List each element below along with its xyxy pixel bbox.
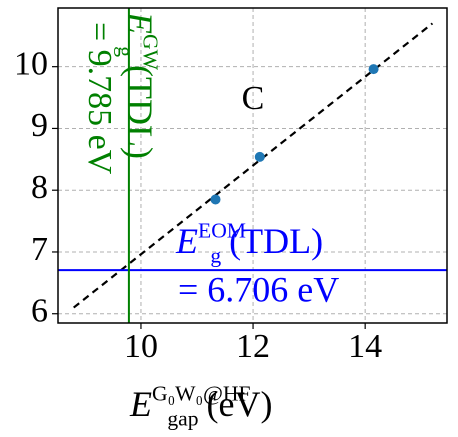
label-sub: gap (167, 407, 198, 431)
y-tick-label: 6 (31, 293, 48, 330)
label-main: E (120, 11, 160, 34)
y-tick-label: 7 (31, 231, 48, 268)
label-rest: (eV) (207, 384, 273, 424)
annotation-value: = 9.785 eV (81, 22, 118, 175)
fit-line (73, 22, 434, 309)
label-sub: g (210, 244, 221, 268)
label-rest: (TDL) (229, 221, 323, 261)
label: EGWg (TDL) (113, 11, 162, 159)
label-sup: GW (139, 34, 163, 71)
data-point (210, 194, 221, 205)
x-tick-label: 10 (124, 328, 158, 365)
annotation: C (242, 80, 265, 117)
axes-frame (57, 7, 448, 324)
label-sup: G₀W₀@HF (152, 381, 251, 405)
y-tick-label: 9 (31, 107, 48, 144)
x-tick-label: 12 (236, 328, 270, 365)
label-rest: (TDL) (120, 65, 160, 159)
y-tick-label: 10 (14, 45, 48, 82)
label-main: E (175, 221, 198, 261)
x-tick-label: 14 (348, 328, 382, 365)
data-point (368, 64, 379, 75)
data-point (254, 151, 265, 162)
y-tick-label: 8 (31, 169, 48, 206)
label: EG₀W₀@HF gap (eV) (129, 381, 273, 430)
label: EEOM g (TDL) (175, 218, 323, 267)
annotation-value: = 6.706 eV (178, 269, 339, 309)
label-main: E (129, 384, 152, 424)
label-sub: g (113, 46, 137, 57)
label-sup: EOM (198, 218, 246, 242)
